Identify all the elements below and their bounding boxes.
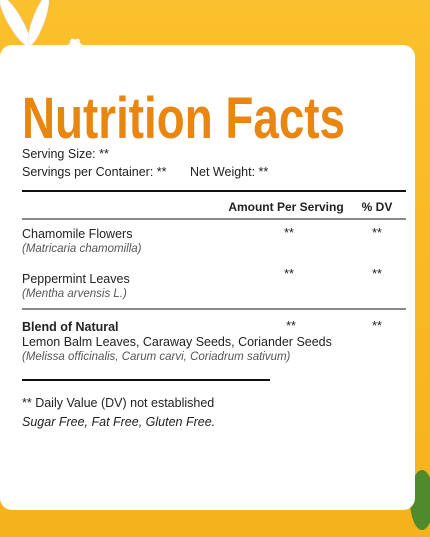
- amount: **: [286, 319, 296, 333]
- amount: **: [284, 226, 294, 240]
- title: Nutrition Facts: [22, 86, 345, 151]
- row-detail: Lemon Balm Leaves, Caraway Seeds, Corian…: [22, 335, 332, 349]
- dv: **: [372, 319, 382, 333]
- servings-per-container: Servings per Container: **: [22, 165, 167, 179]
- card: [0, 45, 415, 510]
- dv: **: [372, 267, 382, 281]
- footer-note: ** Daily Value (DV) not established: [22, 396, 214, 410]
- serving-size: Serving Size: **: [22, 147, 109, 161]
- amount: **: [284, 267, 294, 281]
- dv: **: [372, 226, 382, 240]
- row-latin: (Matricaria chamomilla): [22, 243, 142, 255]
- footer-claims: Sugar Free, Fat Free, Gluten Free.: [22, 415, 215, 429]
- header: Amount Per Serving: [228, 200, 343, 214]
- row-name: Chamomile Flowers: [22, 227, 132, 241]
- row-latin: (Melissa officinalis, Carum carvi, Coria…: [22, 351, 291, 363]
- row-name: Blend of Natural: [22, 320, 119, 334]
- net-weight: Net Weight: **: [190, 165, 268, 179]
- header: % DV: [362, 200, 393, 214]
- row-latin: (Mentha arvensis L.): [22, 288, 127, 300]
- row-name: Peppermint Leaves: [22, 272, 130, 286]
